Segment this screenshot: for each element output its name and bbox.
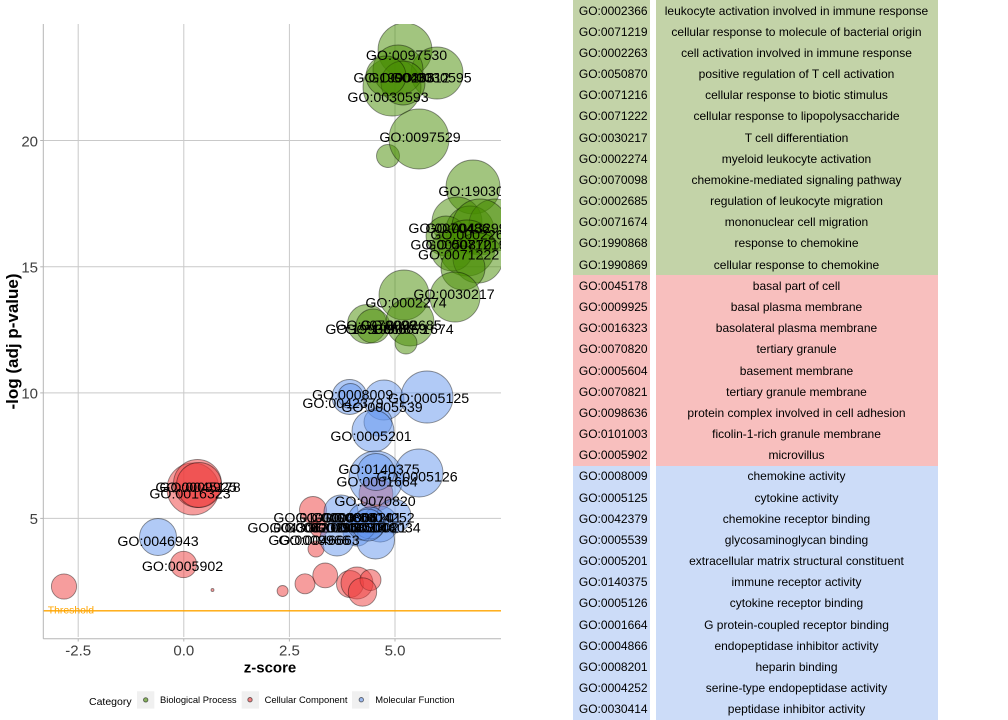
svg-text:GO:0005125: GO:0005125 [388,391,469,407]
svg-text:GO:1990868: GO:1990868 [325,322,406,338]
svg-text:2.5: 2.5 [279,643,300,660]
svg-text:GO:0005539: GO:0005539 [341,400,422,416]
svg-text:GO:0030414: GO:0030414 [311,511,392,527]
svg-text:GO:0030593: GO:0030593 [347,90,428,106]
svg-text:GO:0043062: GO:0043062 [247,521,328,537]
svg-text:5: 5 [30,511,38,528]
svg-text:GO:0043312: GO:0043312 [368,70,449,86]
svg-text:GO:0030021: GO:0030021 [325,521,406,537]
svg-text:GO:0101003: GO:0101003 [273,511,354,527]
svg-text:z-score: z-score [244,660,297,677]
svg-text:-2.5: -2.5 [65,643,91,660]
svg-text:GO:0042379: GO:0042379 [302,396,383,412]
svg-text:GO:0071219: GO:0071219 [425,238,506,254]
svg-text:Category: Category [89,696,132,708]
svg-text:GO:0097529: GO:0097529 [379,130,460,146]
svg-text:Biological Process: Biological Process [160,694,237,705]
svg-text:GO:0008009: GO:0008009 [312,388,393,404]
svg-text:GO:0009966: GO:0009966 [268,533,349,549]
svg-text:GO:1903037: GO:1903037 [438,184,519,200]
svg-text:5.0: 5.0 [385,643,406,660]
svg-text:GO:0030217: GO:0030217 [413,287,494,303]
svg-text:GO:0001968: GO:0001968 [284,521,365,537]
svg-text:GO:0008034: GO:0008034 [339,521,420,537]
svg-text:Cellular Component: Cellular Component [265,694,348,705]
svg-text:GO:0005126: GO:0005126 [376,469,457,485]
svg-text:10: 10 [21,386,38,403]
svg-text:0.0: 0.0 [173,643,194,660]
svg-text:GO:0005201: GO:0005201 [330,429,411,445]
svg-text:-log (adj p-value): -log (adj p-value) [3,274,22,410]
svg-text:GO:0002274: GO:0002274 [365,296,446,312]
svg-text:GO:0046943: GO:0046943 [117,534,198,550]
svg-text:Molecular Function: Molecular Function [375,694,454,705]
svg-text:GO:0048018: GO:0048018 [304,521,385,537]
svg-text:GO:0070820: GO:0070820 [334,494,415,510]
svg-text:GO:0046663: GO:0046663 [278,533,359,549]
svg-text:GO:0002263: GO:0002263 [430,228,511,244]
svg-text:GO:0016323: GO:0016323 [149,487,230,503]
svg-text:GO:0097530: GO:0097530 [366,48,447,64]
svg-text:GO:0008201: GO:0008201 [320,511,401,527]
svg-text:GO:0004866: GO:0004866 [295,511,376,527]
svg-text:GO:0070486: GO:0070486 [408,221,489,237]
svg-text:GO:0071674: GO:0071674 [372,322,453,338]
svg-text:GO:1990869: GO:1990869 [345,322,426,338]
svg-text:GO:1990266: GO:1990266 [353,70,434,86]
svg-text:GO:0045178: GO:0045178 [159,480,240,496]
svg-text:GO:0005044: GO:0005044 [314,521,395,537]
svg-text:GO:0030595: GO:0030595 [390,70,471,86]
svg-text:GO:0002685: GO:0002685 [360,318,441,334]
svg-text:GO:0004252: GO:0004252 [333,511,414,527]
svg-text:GO:0009925: GO:0009925 [155,480,236,496]
svg-text:Threshold: Threshold [48,605,94,616]
svg-text:15: 15 [21,260,38,277]
svg-text:GO:0071222: GO:0071222 [418,247,499,263]
svg-text:GO:0070098: GO:0070098 [335,318,416,334]
svg-text:GO:0005902: GO:0005902 [142,559,223,575]
svg-text:GO:0140375: GO:0140375 [338,462,419,478]
svg-text:20: 20 [21,133,38,150]
svg-text:GO:0050870: GO:0050870 [410,238,491,254]
svg-text:GO:0043299: GO:0043299 [425,221,506,237]
svg-text:GO:0062023: GO:0062023 [269,521,350,537]
svg-text:GO:0001664: GO:0001664 [336,475,417,491]
